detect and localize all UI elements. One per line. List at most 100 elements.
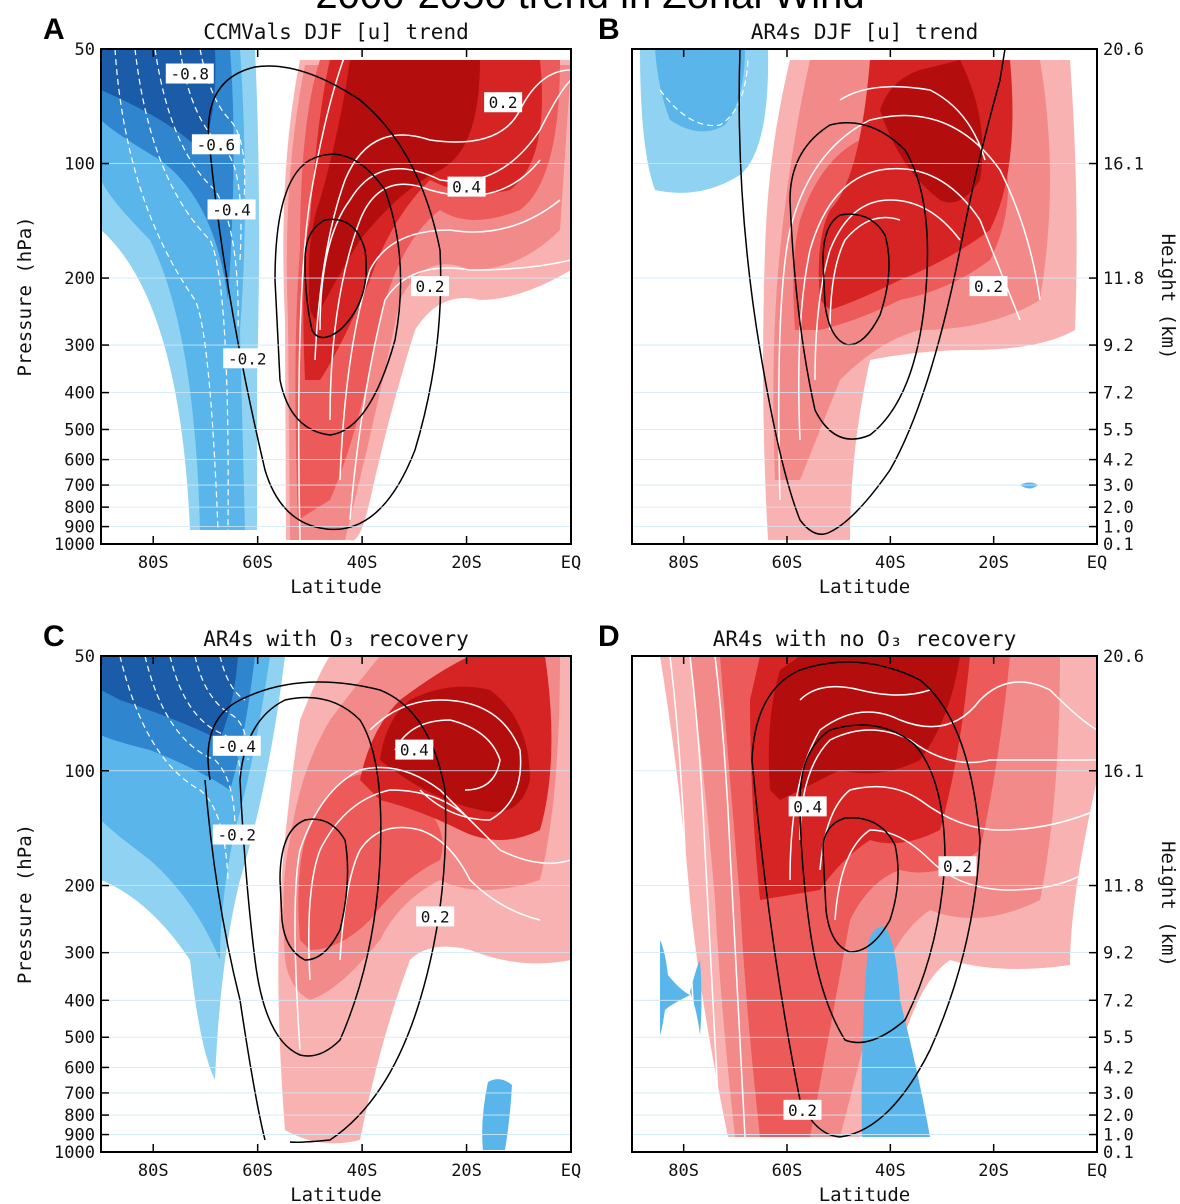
panel-d-title: AR4s with no O₃ recovery bbox=[713, 627, 1016, 651]
panel-d-y-tick-label: 5.5 bbox=[1103, 1028, 1134, 1048]
panel-b-y-tick-label: 3.0 bbox=[1103, 476, 1134, 496]
b-blue-l2 bbox=[655, 49, 745, 132]
panel-c-y-tick-label: 1000 bbox=[54, 1143, 95, 1163]
axes-layer: 80S 60S 40S 20S EQ50100200300400500600700800… bbox=[14, 13, 1179, 1204]
panel-b-x-tick-label: 80S bbox=[668, 553, 699, 573]
panel-a-y-tick-label: 800 bbox=[64, 498, 95, 518]
c-dashed-contour-5 bbox=[219, 656, 246, 701]
panel-d-fills bbox=[660, 656, 1097, 1137]
panel-a-y-tick-label: 300 bbox=[64, 336, 95, 356]
c-white-contour-2 bbox=[308, 789, 471, 981]
panel-a-y-tick-label: 500 bbox=[64, 420, 95, 440]
contour-label-text: 0.4 bbox=[452, 178, 481, 197]
panel-a-axes: 80S 60S 40S 20S EQ 50 100 200 300 400 500 600 700800… bbox=[14, 13, 581, 598]
d-blue-blob-1 bbox=[660, 940, 690, 1035]
a-black-contour-inner bbox=[304, 218, 367, 339]
suptitle: 2000-2050 trend in Zonal Wind bbox=[315, 0, 864, 17]
panel-a-y-tick-label: 50 bbox=[75, 40, 95, 60]
a-white-contour-1 bbox=[298, 54, 346, 541]
panel-d-x-tick-label: EQ bbox=[1087, 1161, 1107, 1181]
panel-d-x-tick-label: 40S bbox=[875, 1161, 906, 1181]
b-black-contour-mid bbox=[789, 122, 929, 440]
d-black-contour-mid bbox=[799, 724, 946, 1044]
panel-d-y-tick-label: 16.1 bbox=[1103, 762, 1144, 782]
panel-b-contours bbox=[659, 49, 1041, 535]
c-black-contour-mid bbox=[239, 696, 382, 1057]
panel-c-contour-label: 0.2 bbox=[416, 906, 455, 927]
contour-label-text: 0.2 bbox=[788, 1101, 817, 1120]
panel-a-y-tick-label: 600 bbox=[64, 451, 95, 471]
panel-d-y-tick-label: 4.2 bbox=[1103, 1058, 1134, 1078]
b-black-contour-outer bbox=[738, 49, 1006, 535]
panel-a-y-tick-label: 700 bbox=[64, 476, 95, 496]
panel-a-title: CCMVals DJF [u] trend bbox=[203, 20, 469, 44]
b-black-contour-inner bbox=[822, 213, 890, 346]
panel-d-contour-label: 0.2 bbox=[938, 856, 977, 877]
panel-d-y-tick-label: 0.1 bbox=[1103, 1143, 1134, 1163]
contour-label-box bbox=[484, 92, 523, 113]
panel-c-x-axis-label: Latitude bbox=[290, 1184, 382, 1204]
c-blue-l4 bbox=[101, 656, 238, 740]
panel-c-y-tick-label: 500 bbox=[64, 1028, 95, 1048]
d-white-contour-6 bbox=[819, 785, 1097, 871]
panel-a-frame bbox=[100, 48, 572, 545]
contour-label-box bbox=[783, 1099, 822, 1120]
contour-label-box bbox=[212, 824, 261, 845]
panel-c-y-tick-label: 800 bbox=[64, 1106, 95, 1126]
d-red-l5 bbox=[768, 656, 960, 800]
panel-b-y-tick-label: 16.1 bbox=[1103, 155, 1144, 175]
panel-d-x-axis-label: Latitude bbox=[819, 1184, 911, 1204]
panel-c-x-tick-label: 20S bbox=[451, 1161, 482, 1181]
panel-b-contour-label: 0.2 bbox=[969, 276, 1008, 297]
contour-label-box bbox=[411, 276, 449, 297]
panel-a-y-tick-label: 900 bbox=[64, 518, 95, 538]
panel-d-x-tick-label: 60S bbox=[772, 1161, 803, 1181]
panel-c-letter: C bbox=[43, 620, 65, 653]
panel-b-x-tick-label: EQ bbox=[1087, 553, 1107, 573]
panel-a-contour-label: 0.4 bbox=[447, 176, 486, 197]
c-white-contour-1 bbox=[294, 766, 571, 1051]
panel-b-frame bbox=[631, 48, 1098, 545]
panel-c-contour-label: 0.4 bbox=[395, 739, 434, 760]
panel-b-axes: 80S 60S 40S 20S EQ 20.6 16.1 11.8 9.2 7.2 5.5 4.2 3.… bbox=[598, 13, 1179, 598]
contour-label-text: 0.2 bbox=[489, 93, 518, 112]
d-white-contour-2 bbox=[689, 656, 721, 1138]
a-white-contour-4 bbox=[329, 159, 541, 421]
panel-c-x-tick-label: 80S bbox=[138, 1161, 169, 1181]
panel-b-y-tick-label: 7.2 bbox=[1103, 384, 1134, 404]
d-white-contour-3 bbox=[714, 656, 746, 1138]
a-dashed-contour-3 bbox=[154, 49, 239, 331]
panel-a-x-tick-label: 60S bbox=[242, 553, 273, 573]
panel-b-y-tick-label: 20.6 bbox=[1103, 40, 1144, 60]
c-white-contour-3 bbox=[369, 699, 522, 821]
b-red-l5 bbox=[880, 60, 983, 203]
panel-a-contour-label: 0.2 bbox=[484, 92, 523, 113]
a-black-contour-mid bbox=[274, 153, 402, 436]
panel-c-x-tick-label: 40S bbox=[347, 1161, 378, 1181]
panel-a-y-tick-label: 400 bbox=[64, 384, 95, 404]
panel-c-y-tick-label: 300 bbox=[64, 944, 95, 964]
panel-b-x-axis-label: Latitude bbox=[819, 576, 911, 598]
panel-a-x-tick-label: 40S bbox=[347, 553, 378, 573]
d-blue-l1 bbox=[861, 926, 930, 1137]
panel-b-y-tick-label: 0.1 bbox=[1103, 535, 1134, 555]
d-white-contour-8 bbox=[799, 685, 931, 701]
a-white-contour-5 bbox=[339, 199, 561, 481]
a-dashed-contour-5 bbox=[199, 49, 246, 201]
panel-c-y-axis-label: Pressure (hPa) bbox=[14, 824, 36, 984]
panel-b-x-tick-label: 40S bbox=[875, 553, 906, 573]
panel-c-y-tick-label: 600 bbox=[64, 1058, 95, 1078]
b-blue-blob bbox=[1020, 482, 1038, 489]
a-dashed-contour-2 bbox=[134, 49, 229, 531]
panel-b-fills bbox=[640, 49, 1077, 540]
panel-c-y-tick-label: 700 bbox=[64, 1084, 95, 1104]
panel-c-y-tick-label: 900 bbox=[64, 1126, 95, 1146]
b-white-contour-4 bbox=[829, 216, 901, 331]
panel-d bbox=[660, 656, 1097, 1138]
contour-label-text: 0.2 bbox=[421, 907, 450, 926]
b-white-contour-1 bbox=[778, 114, 1041, 501]
panel-c-x-tick-label: EQ bbox=[561, 1161, 581, 1181]
panel-c-y-tick-label: 100 bbox=[64, 762, 95, 782]
panel-d-frame bbox=[631, 655, 1098, 1153]
